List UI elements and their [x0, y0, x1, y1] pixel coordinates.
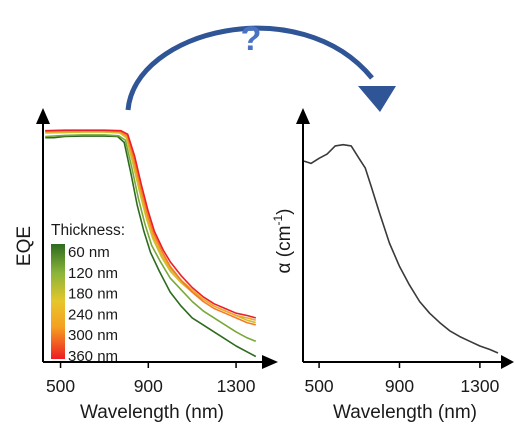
- alpha-x-tick-label-0: 500: [304, 376, 333, 396]
- eqe-x-tick-label-0: 500: [46, 376, 75, 396]
- alpha-x-axis-arrow-icon: [501, 355, 514, 369]
- alpha-x-tick-label-1: 900: [385, 376, 414, 396]
- question-mark: ?: [241, 20, 262, 58]
- transfer-arrow-head-icon: [358, 86, 396, 112]
- eqe-plot-lines: [45, 129, 257, 358]
- transfer-arc-arrow: [125, 25, 374, 111]
- thickness-legend: Thickness: 60 nm 120 nm 180 nm 240 nm 300 nm…: [51, 222, 125, 365]
- thickness-legend-entries: 60 nm 120 nm 180 nm 240 nm 300 nm 360 nm: [68, 244, 118, 365]
- thickness-legend-title: Thickness:: [51, 222, 125, 239]
- eqe-x-axis-label: Wavelength (nm): [80, 402, 224, 423]
- eqe-x-axis-arrow-icon: [262, 355, 278, 369]
- thickness-legend-entry-2: 180 nm: [68, 286, 118, 303]
- thickness-legend-entry-5: 360 nm: [68, 348, 118, 365]
- alpha-y-axis-label-main: α (cm: [274, 226, 295, 274]
- eqe-series-line-1: [45, 134, 257, 343]
- alpha-y-axis-label: α (cm-1): [271, 209, 295, 274]
- eqe-x-tick-label-1: 900: [134, 376, 163, 396]
- eqe-series-line-5: [45, 129, 257, 319]
- alpha-series-line-0: [303, 143, 499, 354]
- eqe-y-axis-arrow-icon: [36, 108, 50, 124]
- alpha-plot-lines: [303, 143, 499, 354]
- thickness-legend-entry-4: 300 nm: [68, 327, 118, 344]
- eqe-x-tick-label-2: 1300: [217, 376, 256, 396]
- eqe-chart: 500 900 1300 Wavelength (nm) EQE Thickness…: [14, 108, 278, 423]
- eqe-x-ticks: 500 900 1300: [46, 362, 256, 396]
- alpha-y-axis-label-suffix: ): [274, 209, 295, 215]
- thickness-legend-entry-0: 60 nm: [68, 244, 110, 261]
- eqe-series-line-0: [45, 135, 257, 358]
- alpha-y-axis-label-exponent: -1: [271, 215, 285, 226]
- thickness-legend-entry-1: 120 nm: [68, 265, 118, 282]
- alpha-chart: 500 900 1300 Wavelength (nm) α (cm-1): [271, 108, 514, 423]
- eqe-y-axis-label: EQE: [14, 226, 35, 266]
- alpha-x-axis-label: Wavelength (nm): [333, 402, 477, 423]
- alpha-x-ticks: 500 900 1300: [304, 362, 500, 396]
- alpha-y-axis-arrow-icon: [296, 108, 310, 124]
- alpha-x-tick-label-2: 1300: [460, 376, 499, 396]
- thickness-legend-entry-3: 240 nm: [68, 306, 118, 323]
- thickness-colorbar: [51, 244, 65, 359]
